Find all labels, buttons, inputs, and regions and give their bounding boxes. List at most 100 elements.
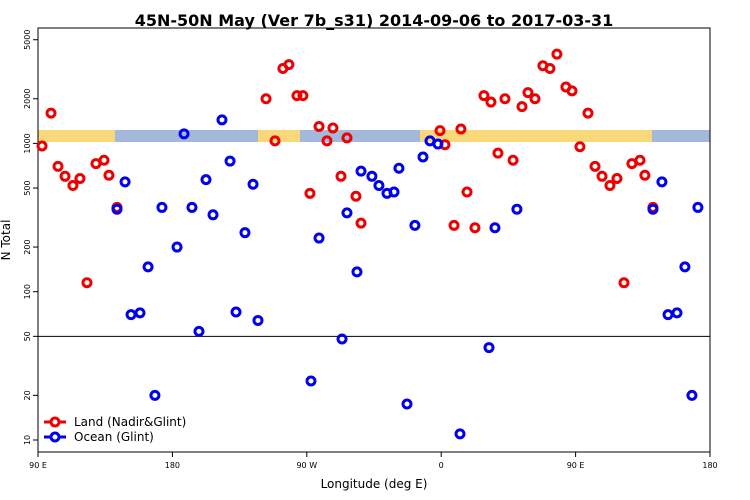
point (516, 101, 528, 113)
legend-marker (49, 431, 61, 443)
point (149, 389, 161, 401)
point (566, 85, 578, 97)
point (483, 342, 495, 354)
point (247, 178, 259, 190)
point (434, 125, 446, 137)
legend-label: Land (Nadir&Glint) (74, 415, 186, 429)
y-tick-label: 20 (23, 390, 32, 400)
point (485, 96, 497, 108)
y-tick-label: 100 (23, 284, 32, 299)
point (489, 222, 501, 234)
y-tick-label: 5000 (23, 30, 32, 50)
point (618, 277, 630, 289)
point (522, 87, 534, 99)
point (224, 155, 236, 167)
y-tick-label: 50 (23, 331, 32, 341)
point (239, 227, 251, 239)
point (647, 203, 659, 215)
point (679, 261, 691, 273)
point (596, 170, 608, 182)
point (461, 186, 473, 198)
legend-marker (49, 416, 61, 428)
point (336, 333, 348, 345)
land-ocean-strip (38, 130, 710, 142)
point (529, 93, 541, 105)
point (432, 138, 444, 150)
y-tick-label: 1000 (23, 133, 32, 153)
point (45, 107, 57, 119)
point (125, 309, 137, 321)
point (366, 170, 378, 182)
point (200, 174, 212, 186)
point (469, 222, 481, 234)
point (171, 241, 183, 253)
point (59, 170, 71, 182)
point (156, 201, 168, 213)
plot-frame (37, 27, 711, 453)
point (305, 375, 317, 387)
point (662, 309, 674, 321)
point (341, 207, 353, 219)
point (574, 141, 586, 153)
point (551, 48, 563, 60)
point (582, 107, 594, 119)
y-tick-label: 200 (23, 239, 32, 254)
y-axis-label: N Total (0, 220, 13, 261)
point (103, 169, 115, 181)
point (417, 151, 429, 163)
point (350, 190, 362, 202)
chart-title: 45N-50N May (Ver 7b_s31) 2014-09-06 to 2… (135, 11, 614, 30)
y-tick-label: 500 (23, 180, 32, 195)
point (589, 160, 601, 172)
point (81, 277, 93, 289)
point (351, 266, 363, 278)
point (313, 232, 325, 244)
point (409, 219, 421, 231)
point (252, 314, 264, 326)
x-axis-label: Longitude (deg E) (321, 477, 428, 491)
x-tick-label: 0 (439, 461, 444, 470)
point (98, 154, 110, 166)
point (373, 180, 385, 192)
point (639, 169, 651, 181)
x-tick-label: 90 E (567, 461, 585, 470)
point (260, 93, 272, 105)
point (335, 170, 347, 182)
point (544, 62, 556, 74)
point (341, 132, 353, 144)
point (321, 135, 333, 147)
point (291, 90, 303, 102)
point (207, 209, 219, 221)
point (611, 172, 623, 184)
point (393, 162, 405, 174)
y-tick-label: 2000 (23, 89, 32, 109)
x-tick-label: 90 W (296, 461, 317, 470)
point (193, 325, 205, 337)
x-tick-label: 90 E (29, 461, 47, 470)
point (511, 203, 523, 215)
point (671, 307, 683, 319)
point (111, 203, 123, 215)
point (36, 140, 48, 152)
point (269, 135, 281, 147)
point (186, 201, 198, 213)
x-tick-label: 180 (165, 461, 180, 470)
point (499, 93, 511, 105)
point (401, 398, 413, 410)
point (304, 187, 316, 199)
point (142, 261, 154, 273)
point (604, 180, 616, 192)
point (686, 389, 698, 401)
point (478, 90, 490, 102)
point (507, 154, 519, 166)
point (448, 219, 460, 231)
point (230, 306, 242, 318)
point (313, 121, 325, 133)
point (178, 128, 190, 140)
point (355, 217, 367, 229)
point (297, 90, 309, 102)
point (656, 176, 668, 188)
legend-label: Ocean (Glint) (74, 430, 154, 444)
point (119, 176, 131, 188)
